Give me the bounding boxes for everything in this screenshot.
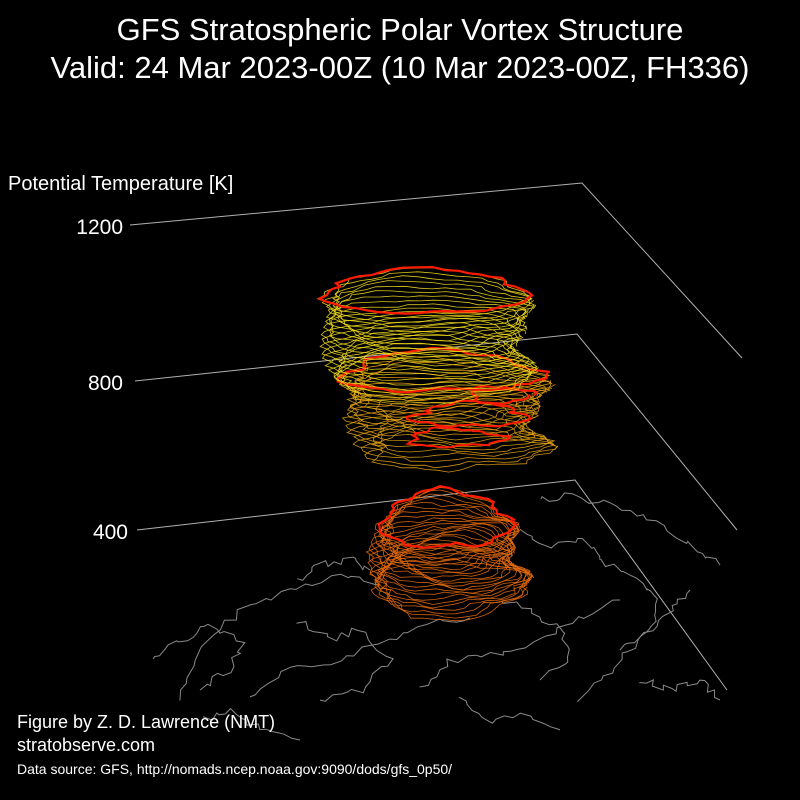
vortex-contour bbox=[371, 427, 559, 473]
vortex-contour bbox=[324, 333, 535, 381]
vortex-contour bbox=[325, 299, 527, 346]
upper-vortex-surface bbox=[316, 265, 539, 404]
vortex-contour bbox=[333, 357, 533, 404]
figure-title: GFS Stratospheric Polar Vortex Structure bbox=[116, 12, 684, 47]
vortex-contour bbox=[377, 547, 535, 609]
vortex-edge-contour bbox=[317, 265, 534, 315]
coastline bbox=[519, 528, 601, 561]
vortex-contour bbox=[321, 326, 526, 374]
coastline bbox=[179, 573, 381, 701]
z-axis-label: Potential Temperature [K] bbox=[8, 173, 234, 195]
vortex-edge-contour bbox=[377, 484, 518, 549]
vortex-contour bbox=[352, 413, 556, 458]
coastline bbox=[501, 601, 570, 681]
vortex-contour bbox=[346, 405, 548, 451]
vortex-contour bbox=[365, 525, 513, 587]
coastline bbox=[152, 623, 246, 691]
vortex-contour bbox=[373, 519, 516, 579]
site-credit: stratobserve.com bbox=[17, 735, 156, 755]
vortex-contour bbox=[377, 543, 533, 605]
vortex-contour bbox=[378, 489, 518, 551]
vortex-edge-contour bbox=[470, 385, 539, 406]
vortex-contour bbox=[383, 493, 521, 556]
middle-vortex-surface bbox=[336, 346, 559, 473]
vortex-contour bbox=[352, 410, 550, 455]
z-gridline bbox=[134, 333, 738, 531]
author-credit: Figure by Z. D. Lawrence (NMT) bbox=[17, 712, 276, 732]
coastline bbox=[600, 558, 658, 651]
grid-lines bbox=[129, 182, 743, 691]
vortex-contour bbox=[367, 529, 523, 591]
vortex-contour bbox=[323, 312, 526, 358]
vortex-contour bbox=[336, 352, 532, 400]
z-gridline bbox=[136, 479, 728, 691]
coastline bbox=[458, 696, 561, 731]
vortex-contour bbox=[364, 422, 559, 469]
lower-vortex-surface bbox=[365, 484, 535, 622]
vortex-contour bbox=[320, 315, 524, 363]
vortex-contour bbox=[374, 558, 529, 619]
vortex-contour bbox=[354, 361, 556, 407]
vortex-contour bbox=[369, 535, 529, 595]
vortex-contour bbox=[368, 523, 515, 584]
vortex-contour bbox=[347, 392, 539, 437]
vortex-edge-contour bbox=[405, 399, 533, 428]
vortex-contour bbox=[319, 321, 521, 371]
vortex-edge-contour bbox=[405, 426, 513, 449]
vortex-contour bbox=[373, 556, 533, 615]
vortex-contour bbox=[321, 318, 520, 367]
z-tick-label: 1200 bbox=[76, 216, 123, 239]
coastline bbox=[639, 679, 721, 701]
vortex-contour bbox=[332, 285, 537, 333]
coastline bbox=[297, 556, 371, 581]
figure-subtitle: Valid: 24 Mar 2023-00Z (10 Mar 2023-00Z,… bbox=[50, 50, 750, 85]
vortex-contour bbox=[351, 371, 547, 416]
vortex-contour bbox=[380, 514, 517, 573]
coastline bbox=[540, 492, 721, 566]
vortex-contour bbox=[370, 562, 529, 622]
vortex-contour bbox=[325, 295, 528, 342]
coastline bbox=[296, 621, 394, 702]
data-source: Data source: GFS, http://nomads.ncep.noa… bbox=[17, 761, 453, 777]
coastline-map bbox=[152, 492, 721, 741]
vortex-edge-contour bbox=[336, 346, 551, 394]
coastline bbox=[202, 707, 301, 741]
vortex-contour bbox=[369, 533, 522, 594]
vortex-contour bbox=[368, 526, 517, 591]
z-tick-label: 800 bbox=[87, 372, 123, 395]
z-gridline bbox=[129, 182, 743, 359]
coastline bbox=[419, 599, 621, 688]
vortex-contour bbox=[325, 275, 534, 324]
vortex-contour bbox=[341, 397, 540, 445]
vortex-contour bbox=[376, 551, 531, 611]
vortex-contour bbox=[383, 496, 521, 560]
coastline bbox=[249, 617, 471, 698]
vortex-contour bbox=[328, 307, 528, 354]
vortex-contour bbox=[321, 330, 529, 378]
z-tick-label: 400 bbox=[92, 521, 128, 544]
coastline bbox=[577, 589, 691, 702]
credit-block: Figure by Z. D. Lawrence (NMT) stratobse… bbox=[17, 711, 275, 757]
